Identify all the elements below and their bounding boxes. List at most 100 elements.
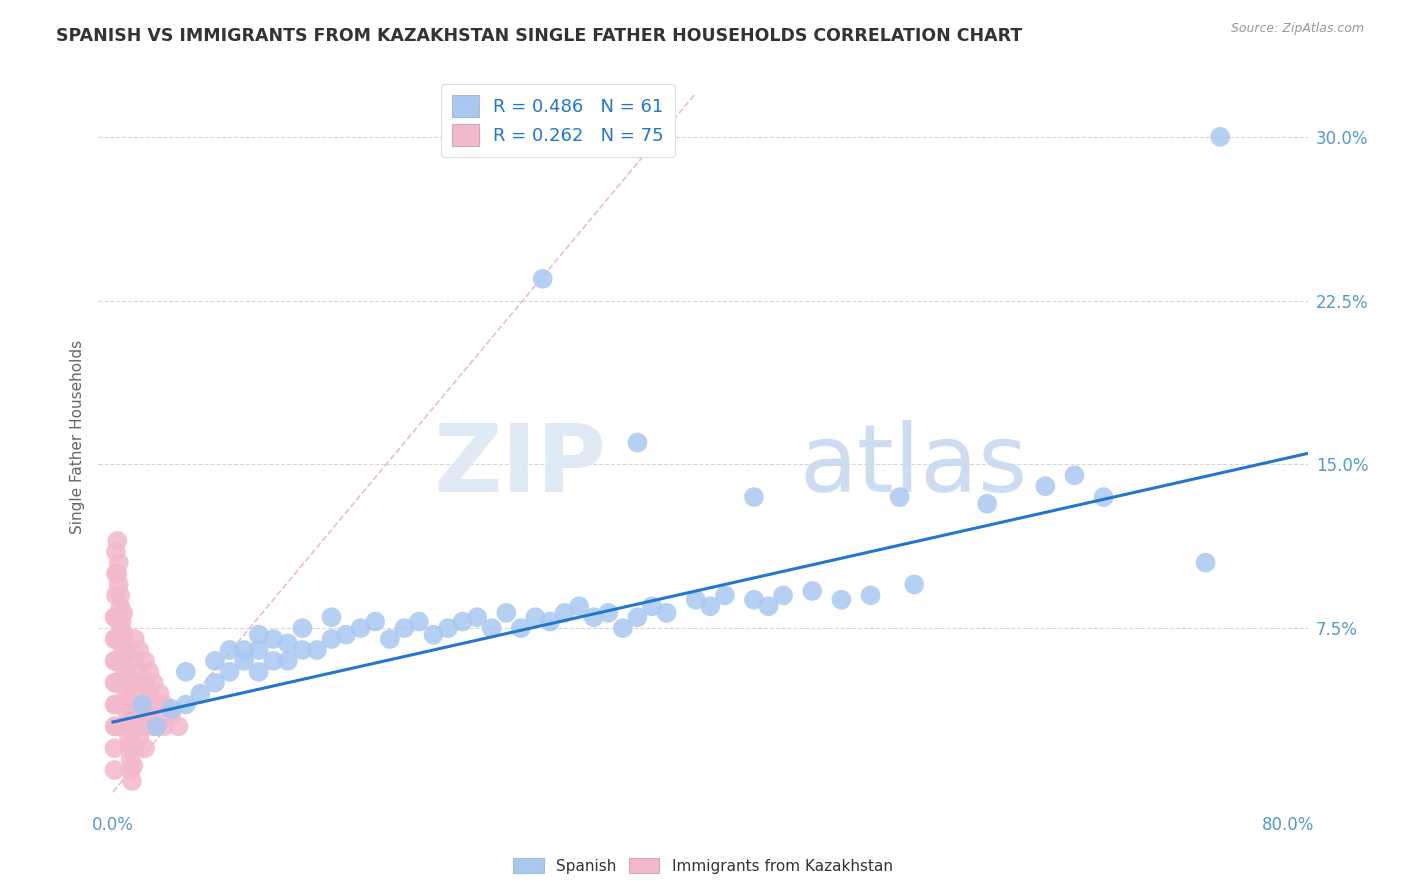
Point bbox=[889, 490, 911, 504]
Text: SPANISH VS IMMIGRANTS FROM KAZAKHSTAN SINGLE FATHER HOUSEHOLDS CORRELATION CHART: SPANISH VS IMMIGRANTS FROM KAZAKHSTAN SI… bbox=[56, 27, 1022, 45]
Point bbox=[104, 566, 127, 581]
Point bbox=[112, 643, 135, 657]
Point bbox=[758, 599, 780, 614]
Point bbox=[305, 643, 328, 657]
Point bbox=[124, 675, 146, 690]
Point bbox=[149, 708, 172, 723]
Point bbox=[118, 693, 141, 707]
Point bbox=[568, 599, 591, 614]
Point bbox=[903, 577, 925, 591]
Point bbox=[104, 675, 127, 690]
Point bbox=[582, 610, 605, 624]
Point bbox=[247, 628, 270, 642]
Point bbox=[124, 741, 146, 756]
Point bbox=[142, 719, 165, 733]
Point bbox=[160, 702, 183, 716]
Point bbox=[174, 665, 197, 679]
Point bbox=[114, 628, 136, 642]
Point bbox=[321, 632, 343, 646]
Point bbox=[1092, 490, 1115, 504]
Point bbox=[117, 671, 139, 685]
Point bbox=[114, 665, 136, 679]
Point bbox=[142, 675, 165, 690]
Point bbox=[262, 654, 284, 668]
Point bbox=[655, 606, 678, 620]
Point bbox=[976, 497, 998, 511]
Point bbox=[495, 606, 517, 620]
Point bbox=[110, 599, 132, 614]
Point bbox=[524, 610, 547, 624]
Point bbox=[1033, 479, 1056, 493]
Point bbox=[218, 643, 240, 657]
Point bbox=[128, 687, 150, 701]
Point bbox=[114, 675, 136, 690]
Point bbox=[112, 606, 135, 620]
Point bbox=[124, 654, 146, 668]
Point bbox=[128, 665, 150, 679]
Point bbox=[120, 752, 142, 766]
Text: atlas: atlas bbox=[800, 420, 1028, 512]
Point bbox=[104, 654, 127, 668]
Point bbox=[233, 643, 256, 657]
Point bbox=[124, 698, 146, 712]
Point bbox=[714, 588, 737, 602]
Point bbox=[742, 592, 765, 607]
Point bbox=[121, 774, 143, 789]
Point bbox=[105, 566, 128, 581]
Point bbox=[118, 731, 141, 745]
Point bbox=[598, 606, 620, 620]
Point bbox=[394, 621, 416, 635]
Point bbox=[118, 741, 141, 756]
Point bbox=[115, 687, 138, 701]
Point bbox=[204, 654, 226, 668]
Text: 0.0%: 0.0% bbox=[91, 816, 134, 834]
Point bbox=[104, 610, 127, 624]
Point bbox=[1063, 468, 1085, 483]
Point bbox=[160, 708, 183, 723]
Point bbox=[233, 654, 256, 668]
Point bbox=[481, 621, 503, 635]
Point bbox=[685, 592, 707, 607]
Point bbox=[277, 654, 299, 668]
Point bbox=[145, 719, 167, 733]
Point bbox=[117, 708, 139, 723]
Point bbox=[554, 606, 576, 620]
Point bbox=[451, 615, 474, 629]
Point bbox=[153, 698, 176, 712]
Legend: Spanish, Immigrants from Kazakhstan: Spanish, Immigrants from Kazakhstan bbox=[508, 852, 898, 880]
Point bbox=[422, 628, 444, 642]
Point bbox=[134, 719, 156, 733]
Point bbox=[103, 741, 125, 756]
Point bbox=[103, 610, 125, 624]
Point bbox=[174, 698, 197, 712]
Point bbox=[830, 592, 852, 607]
Point bbox=[408, 615, 430, 629]
Point bbox=[124, 632, 146, 646]
Point bbox=[247, 643, 270, 657]
Point bbox=[321, 610, 343, 624]
Point bbox=[291, 643, 314, 657]
Point bbox=[277, 636, 299, 650]
Point bbox=[153, 719, 176, 733]
Point bbox=[465, 610, 488, 624]
Point bbox=[111, 632, 134, 646]
Point bbox=[108, 556, 131, 570]
Point bbox=[104, 632, 127, 646]
Point bbox=[134, 654, 156, 668]
Point bbox=[859, 588, 882, 602]
Point bbox=[350, 621, 373, 635]
Point bbox=[218, 665, 240, 679]
Point bbox=[531, 272, 554, 286]
Point bbox=[378, 632, 401, 646]
Point bbox=[138, 665, 160, 679]
Point bbox=[538, 615, 561, 629]
Y-axis label: Single Father Households: Single Father Households bbox=[69, 340, 84, 534]
Point bbox=[104, 588, 127, 602]
Text: Source: ZipAtlas.com: Source: ZipAtlas.com bbox=[1230, 22, 1364, 36]
Point bbox=[626, 610, 648, 624]
Point bbox=[103, 698, 125, 712]
Point bbox=[138, 687, 160, 701]
Text: 80.0%: 80.0% bbox=[1263, 816, 1315, 834]
Point bbox=[247, 665, 270, 679]
Point bbox=[103, 654, 125, 668]
